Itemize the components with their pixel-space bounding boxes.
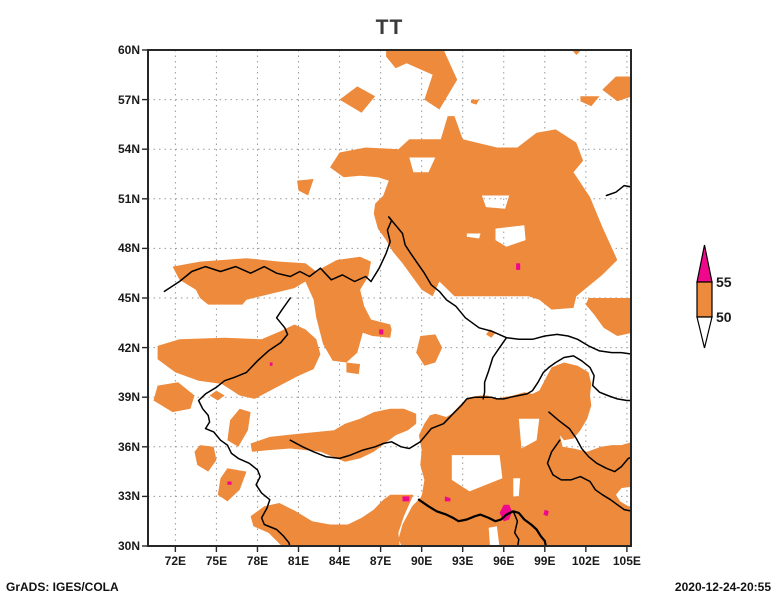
- y-tick-label: 54N: [117, 142, 140, 157]
- contour-region-50-55: [153, 382, 195, 413]
- country-border: [289, 355, 631, 460]
- y-tick-label: 36N: [117, 439, 140, 454]
- x-tick-label: 81E: [287, 554, 310, 568]
- contour-region-50-55: [297, 179, 314, 196]
- contour-region-above-55: [516, 263, 521, 270]
- timestamp: 2020-12-24-20:55: [674, 580, 771, 594]
- contour-region-50-55: [250, 494, 414, 546]
- x-tick-label: 84E: [328, 554, 351, 568]
- contour-region-50-55: [580, 96, 600, 107]
- country-border: [605, 184, 631, 197]
- colorbar: [696, 244, 713, 349]
- contour-region-50-55: [470, 99, 480, 105]
- y-tick-label: 33N: [117, 489, 140, 504]
- colorbar-label-55: 55: [716, 274, 732, 290]
- x-tick-label: 105E: [612, 554, 641, 568]
- contour-region-above-55: [543, 509, 549, 517]
- country-border: [546, 439, 631, 512]
- country-border: [388, 216, 631, 355]
- contour-region-above-55: [379, 329, 384, 335]
- y-tick-label: 57N: [117, 92, 140, 107]
- contour-region-50-55: [339, 86, 376, 113]
- contour-region-50-55: [217, 468, 247, 502]
- map-borders: [163, 184, 631, 546]
- x-tick-label: 93E: [452, 554, 474, 568]
- contour-region-50-55: [398, 362, 631, 546]
- x-tick-label: 78E: [246, 554, 269, 568]
- grads-stamp: GrADS: IGES/COLA: [6, 580, 119, 594]
- contour-region-50-55: [209, 390, 225, 401]
- x-tick-label: 102E: [571, 554, 600, 568]
- contour-region-above-55: [402, 496, 410, 502]
- contour-region-50-55: [172, 256, 392, 363]
- country-border: [163, 265, 372, 293]
- x-tick-label: 96E: [493, 554, 515, 568]
- x-tick-label: 87E: [369, 554, 392, 568]
- colorbar-mid-swatch: [696, 281, 713, 318]
- y-tick-label: 42N: [117, 340, 140, 355]
- x-tick-label: 99E: [534, 554, 556, 568]
- contour-fills: [153, 50, 631, 546]
- y-tick-label: 51N: [117, 191, 140, 206]
- contour-region-50-55: [330, 116, 618, 310]
- country-border: [417, 498, 547, 546]
- x-tick-label: 72E: [164, 554, 187, 568]
- y-tick-label: 45N: [117, 291, 140, 305]
- contour-region-50-55: [227, 408, 251, 447]
- country-border: [512, 510, 520, 546]
- contour-region-50-55: [194, 445, 217, 472]
- contour-region-50-55: [416, 334, 443, 366]
- contour-region-above-55: [444, 496, 451, 502]
- contour-region-50-55: [250, 408, 417, 462]
- country-border: [548, 411, 631, 473]
- contour-region-50-55: [602, 76, 631, 102]
- y-tick-label: 30N: [117, 539, 140, 553]
- plot-title: TT: [375, 16, 404, 39]
- contour-region-50-55: [585, 298, 631, 336]
- x-tick-label: 75E: [205, 554, 228, 568]
- y-tick-label: 60N: [117, 43, 140, 57]
- contour-region-50-55: [386, 50, 458, 110]
- country-border: [482, 336, 508, 400]
- y-tick-label: 48N: [117, 241, 140, 256]
- x-tick-label: 90E: [410, 554, 433, 568]
- contour-region-above-55: [227, 481, 232, 485]
- colorbar-below-arrow: [696, 316, 713, 349]
- axis-ticks: [142, 49, 628, 552]
- colorbar-label-50: 50: [716, 309, 732, 325]
- colorbar-above-arrow: [696, 244, 713, 283]
- y-tick-label: 39N: [117, 390, 140, 405]
- contour-region-above-55: [269, 362, 273, 366]
- contour-region-50-55: [572, 50, 582, 55]
- country-border: [197, 297, 292, 546]
- contour-region-50-55: [346, 362, 361, 375]
